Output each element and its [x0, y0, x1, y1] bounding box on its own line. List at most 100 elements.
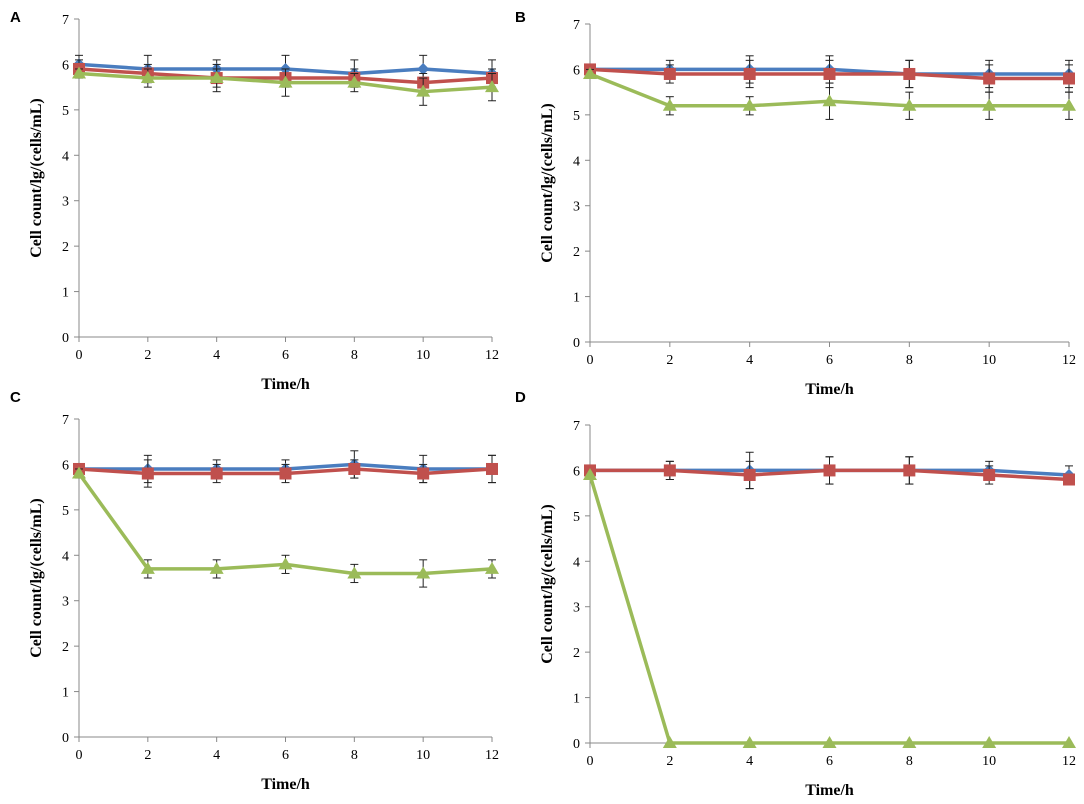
- y-tick-label: 3: [573, 200, 580, 215]
- series-red: [73, 454, 498, 488]
- data-point-green: [278, 75, 293, 88]
- data-point-green: [742, 98, 757, 111]
- panel-letter: D: [515, 389, 526, 406]
- panel-letter: C: [10, 389, 21, 406]
- y-tick-label: 5: [62, 104, 69, 119]
- x-tick-label: 2: [666, 754, 673, 769]
- data-point-red: [141, 467, 154, 480]
- data-point-red: [983, 468, 996, 481]
- data-point-green: [72, 66, 86, 79]
- y-tick-label: 6: [573, 464, 580, 479]
- data-point-red: [903, 67, 916, 80]
- y-tick-label: 6: [62, 458, 69, 473]
- data-point-red: [417, 467, 430, 480]
- data-point-green: [742, 736, 757, 748]
- y-tick-label: 3: [62, 595, 69, 610]
- y-tick-label: 3: [573, 601, 580, 616]
- x-tick-label: 2: [144, 748, 151, 763]
- y-tick-label: 6: [573, 63, 580, 78]
- data-point-green: [278, 557, 293, 570]
- x-tick-label: 8: [906, 754, 913, 769]
- x-axis-title: Time/h: [805, 381, 854, 398]
- data-point-green: [1062, 736, 1076, 748]
- x-tick-label: 4: [213, 348, 220, 363]
- data-point-red: [210, 467, 223, 480]
- x-tick-label: 0: [587, 353, 594, 368]
- y-tick-label: 3: [62, 195, 69, 210]
- data-point-red: [279, 467, 292, 480]
- data-point-red: [663, 464, 676, 477]
- y-axis-title: Cell count/lg/(cells/mL): [28, 498, 45, 658]
- y-tick-label: 7: [573, 419, 580, 434]
- x-tick-label: 6: [826, 754, 833, 769]
- x-tick-label: 0: [76, 748, 83, 763]
- data-point-red: [743, 67, 756, 80]
- y-tick-label: 0: [62, 731, 69, 746]
- y-tick-label: 4: [573, 555, 580, 570]
- y-tick-label: 5: [62, 504, 69, 519]
- data-point-red: [348, 462, 361, 475]
- series-line-green: [588, 474, 1069, 745]
- x-tick-label: 10: [982, 353, 996, 368]
- x-tick-label: 4: [746, 754, 753, 769]
- data-point-green: [902, 736, 917, 748]
- y-tick-label: 2: [62, 640, 69, 655]
- y-tick-label: 5: [573, 109, 580, 124]
- x-axis-title: Time/h: [261, 776, 310, 793]
- data-point-green: [347, 75, 362, 88]
- x-tick-label: 0: [587, 754, 594, 769]
- x-tick-label: 8: [351, 748, 358, 763]
- y-tick-label: 2: [573, 245, 580, 260]
- y-tick-label: 1: [62, 686, 69, 701]
- x-axis-title: Time/h: [805, 782, 854, 799]
- y-tick-label: 1: [62, 286, 69, 301]
- x-tick-label: 8: [351, 348, 358, 363]
- x-axis-title: Time/h: [261, 376, 310, 393]
- data-point-red: [743, 468, 756, 481]
- data-point-red: [903, 464, 916, 477]
- data-point-green: [982, 736, 997, 748]
- data-point-green: [416, 84, 431, 97]
- x-tick-label: 4: [213, 748, 220, 763]
- data-point-green: [583, 467, 597, 480]
- series-green: [583, 66, 1076, 120]
- data-point-red: [663, 67, 676, 80]
- x-tick-label: 12: [1062, 754, 1076, 769]
- x-tick-label: 8: [906, 353, 913, 368]
- y-axis-title: Cell count/lg/(cells/mL): [539, 103, 556, 263]
- y-axis-title: Cell count/lg/(cells/mL): [28, 98, 45, 258]
- x-tick-label: 12: [485, 748, 499, 763]
- y-tick-label: 4: [62, 149, 69, 164]
- data-point-green: [662, 98, 677, 111]
- data-point-green: [209, 71, 224, 84]
- y-tick-label: 0: [573, 336, 580, 351]
- x-tick-label: 6: [282, 348, 289, 363]
- x-tick-label: 10: [982, 754, 996, 769]
- x-tick-label: 0: [76, 348, 83, 363]
- y-tick-label: 0: [573, 737, 580, 752]
- x-tick-label: 2: [666, 353, 673, 368]
- series-green: [583, 467, 1076, 748]
- y-tick-label: 1: [573, 692, 580, 707]
- y-tick-label: 2: [573, 646, 580, 661]
- y-tick-label: 4: [573, 154, 580, 169]
- data-point-red: [823, 67, 836, 80]
- data-point-green: [347, 566, 362, 579]
- x-tick-label: 12: [485, 348, 499, 363]
- data-point-green: [140, 71, 155, 84]
- data-point-red: [1063, 72, 1075, 85]
- x-tick-label: 6: [282, 748, 289, 763]
- panel-letter: B: [515, 9, 526, 26]
- y-tick-label: 7: [62, 413, 69, 428]
- data-point-green: [1062, 98, 1076, 111]
- x-tick-label: 6: [826, 353, 833, 368]
- y-tick-label: 0: [62, 331, 69, 346]
- data-point-red: [983, 72, 996, 85]
- y-tick-label: 2: [62, 240, 69, 255]
- x-tick-label: 4: [746, 353, 753, 368]
- data-point-green: [485, 80, 499, 93]
